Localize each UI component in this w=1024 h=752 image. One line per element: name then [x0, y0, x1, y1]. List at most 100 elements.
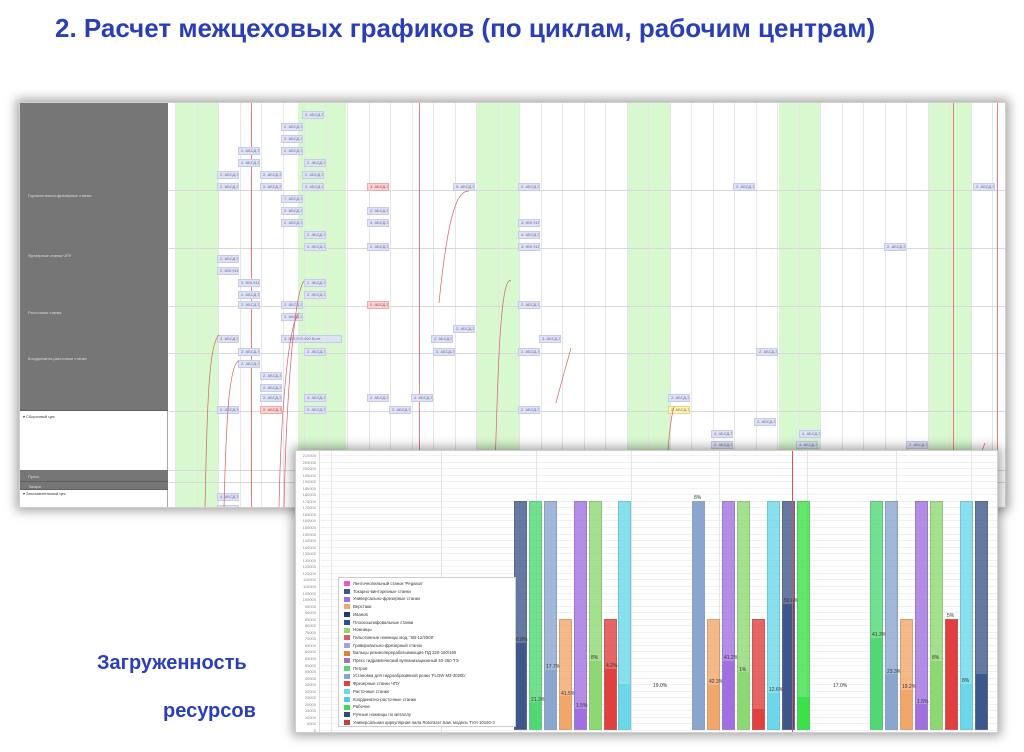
legend-item[interactable]: Ленточнопильный станок 'Pegasus' [344, 580, 423, 587]
gantt-task-bar[interactable]: 2. АБСД.3 [260, 372, 282, 380]
gantt-task-bar[interactable]: 4. АБСД.3 [711, 430, 733, 438]
gantt-task-bar[interactable]: 2. АБСД.3 [518, 406, 540, 414]
load-bar[interactable] [529, 500, 542, 730]
gantt-task-bar[interactable]: 2. АБСД.3 [302, 183, 324, 191]
legend-item[interactable]: Гравировально-фрезерный станок [344, 642, 422, 649]
load-bar[interactable] [885, 500, 898, 730]
load-bar[interactable] [544, 500, 557, 730]
gantt-task-bar[interactable]: 2. АБСД.3 [518, 348, 540, 356]
gantt-task-bar[interactable]: 2. АБСД.3 [754, 418, 776, 426]
gantt-row-label[interactable]: Горизонтально-фрезерные станки [28, 193, 92, 198]
load-bar[interactable] [930, 500, 943, 730]
gantt-task-bar[interactable]: 2. АБСД.3 [217, 183, 239, 191]
gantt-task-bar[interactable]: 2. АБСД.3 [281, 123, 303, 131]
gantt-task-bar[interactable]: 2. АБСД.3 [973, 183, 995, 191]
gantt-task-bar[interactable]: 2. АБСД.3 [238, 348, 260, 356]
load-bar[interactable] [574, 500, 587, 730]
load-bar[interactable] [707, 618, 720, 730]
gantt-task-bar[interactable]: 3. 800.970.400 Болт [281, 335, 342, 343]
gantt-task-bar[interactable]: 2. АБСД.3 [304, 348, 326, 356]
load-bar[interactable] [797, 500, 810, 730]
gantt-task-bar[interactable]: 3. АБСД.3 [539, 335, 561, 343]
gantt-task-bar[interactable]: 2. АБСД.3 [238, 291, 260, 299]
legend-item[interactable]: Ножницы [344, 626, 372, 633]
load-bar[interactable] [722, 500, 735, 730]
gantt-task-bar[interactable]: 2. АБСД.3 [302, 111, 324, 119]
gantt-row-label[interactable]: Расточные станки [28, 310, 62, 315]
gantt-task-bar[interactable]: 3. 800.911 [518, 243, 540, 251]
gantt-task-bar[interactable]: 2. АБСД.3 [302, 171, 324, 179]
gantt-task-bar[interactable]: 4. АБСД.3 [796, 441, 818, 449]
load-bar[interactable] [589, 500, 602, 730]
legend-item[interactable]: Гильотинные ножницы мод. 'SB-12/2500' [344, 634, 434, 641]
legend-item[interactable]: Установка для гидроабразивной резки 'FLO… [344, 672, 466, 679]
gantt-task-bar[interactable]: 2. АБСД.3 [733, 183, 755, 191]
gantt-task-bar[interactable]: 3. АБСД.3 [304, 394, 326, 402]
gantt-task-bar[interactable]: 2. АБСД.3 [389, 406, 411, 414]
gantt-task-bar[interactable]: 3. АБСД.3 [217, 335, 239, 343]
load-bar[interactable] [604, 618, 617, 730]
legend-item[interactable]: Верстаки [344, 603, 371, 610]
legend-item[interactable]: Фрезерные станки ЧПУ [344, 680, 400, 687]
gantt-task-bar[interactable]: 2. АБСД.3 [304, 279, 326, 287]
legend-item[interactable]: Вальцы резиноперерабатывающие ПД 320-160… [344, 649, 456, 656]
gantt-task-bar[interactable]: 2. АБСД.3 [281, 135, 303, 143]
gantt-task-bar[interactable]: 4. АБСД.3 [411, 394, 433, 402]
gantt-task-bar[interactable]: 5. АБСД.3 [453, 183, 475, 191]
gantt-row-label[interactable]: Токари [28, 484, 41, 489]
gantt-task-bar[interactable]: 2. АБСД.3 [367, 243, 389, 251]
gantt-task-bar[interactable]: 4. АБСД.3 [799, 430, 821, 438]
gantt-task-bar[interactable]: 7. АБСД.3 [281, 195, 303, 203]
gantt-task-bar[interactable]: 2. АБСД.3 [518, 183, 540, 191]
gantt-task-bar[interactable]: 2. АБСД.3 [281, 207, 303, 215]
gantt-task-bar[interactable]: 2. АБСД.3 [304, 231, 326, 239]
legend-item[interactable]: Координатно-расточные станки [344, 696, 416, 703]
gantt-task-bar[interactable]: 3. АБСД.3 [433, 348, 455, 356]
gantt-task-bar[interactable]: 2. АБСД.3 [281, 147, 303, 155]
load-bar[interactable] [752, 618, 765, 730]
load-bar[interactable] [975, 500, 988, 730]
gantt-task-bar[interactable]: 2. АБСД.3 [367, 207, 389, 215]
legend-item[interactable]: Универсально-фрезерные станки [344, 595, 420, 602]
load-bar[interactable] [960, 500, 973, 730]
gantt-task-bar[interactable]: 2. АБСД.3 [367, 394, 389, 402]
legend-item[interactable]: Плоскошлифовальные станки [344, 619, 413, 626]
gantt-task-bar[interactable]: 2. 800.911 [217, 267, 239, 275]
legend-item[interactable]: Токарно-винторезные станки [344, 588, 411, 595]
gantt-task-bar[interactable]: 2. АБСД.3 [238, 159, 260, 167]
load-bar[interactable] [767, 500, 780, 730]
gantt-task-bar[interactable]: 2. АБСД.3 [756, 348, 778, 356]
legend-item[interactable]: Расточные станки [344, 688, 389, 695]
legend-item[interactable]: Иванов [344, 611, 368, 618]
load-bar[interactable] [559, 618, 572, 730]
load-bar[interactable] [692, 500, 705, 730]
gantt-task-bar[interactable]: 4. АБСД.3 [518, 231, 540, 239]
load-bar[interactable] [870, 500, 883, 730]
legend-item[interactable]: Петров [344, 665, 367, 672]
gantt-task-bar[interactable]: 2. АБСД.3 [304, 406, 326, 414]
gantt-task-bar[interactable]: 2. АБСД.3 [711, 441, 733, 449]
gantt-task-bar[interactable]: 2. АБСД.3 [431, 335, 453, 343]
gantt-task-bar[interactable]: 2. АБСД.3 [260, 394, 282, 402]
gantt-task-bar[interactable]: 4. АБСД.3 [217, 493, 239, 501]
gantt-task-bar[interactable]: 2. АБСД.3 [281, 219, 303, 227]
gantt-task-bar[interactable]: 3. 800.911 [238, 279, 260, 287]
gantt-task-bar[interactable]: 2. АБСД.3 [304, 291, 326, 299]
legend-item[interactable]: Ручные ножницы по металлу [344, 711, 411, 718]
gantt-row-label[interactable]: Координатно-расточные станки [28, 356, 87, 361]
gantt-task-bar[interactable]: 3. 800.911 [518, 219, 540, 227]
gantt-task-bar[interactable]: 4. АБСД.3 [304, 243, 326, 251]
gantt-task-bar[interactable]: 2. АБСД.3 [217, 171, 239, 179]
gantt-task-bar[interactable]: 2. АБСД.3 [238, 147, 260, 155]
gantt-task-bar[interactable]: 2. АБСД.3 [518, 301, 540, 309]
gantt-task-bar[interactable]: 2. АБСД.3 [217, 255, 239, 263]
legend-item[interactable]: Рабочие [344, 703, 370, 710]
load-bar[interactable] [782, 500, 795, 730]
load-bar[interactable] [945, 618, 958, 730]
load-bar[interactable] [618, 500, 631, 730]
gantt-group-toggle[interactable]: ▾ Сборочный цех [23, 414, 55, 419]
gantt-task-bar[interactable]: 3. АБСД.3 [367, 219, 389, 227]
gantt-task-bar[interactable]: 3. АБСД.3 [217, 505, 239, 507]
gantt-task-bar[interactable]: 2. АБСД.3 [884, 243, 906, 251]
gantt-task-bar[interactable]: 2. АБСД.3 [668, 394, 690, 402]
